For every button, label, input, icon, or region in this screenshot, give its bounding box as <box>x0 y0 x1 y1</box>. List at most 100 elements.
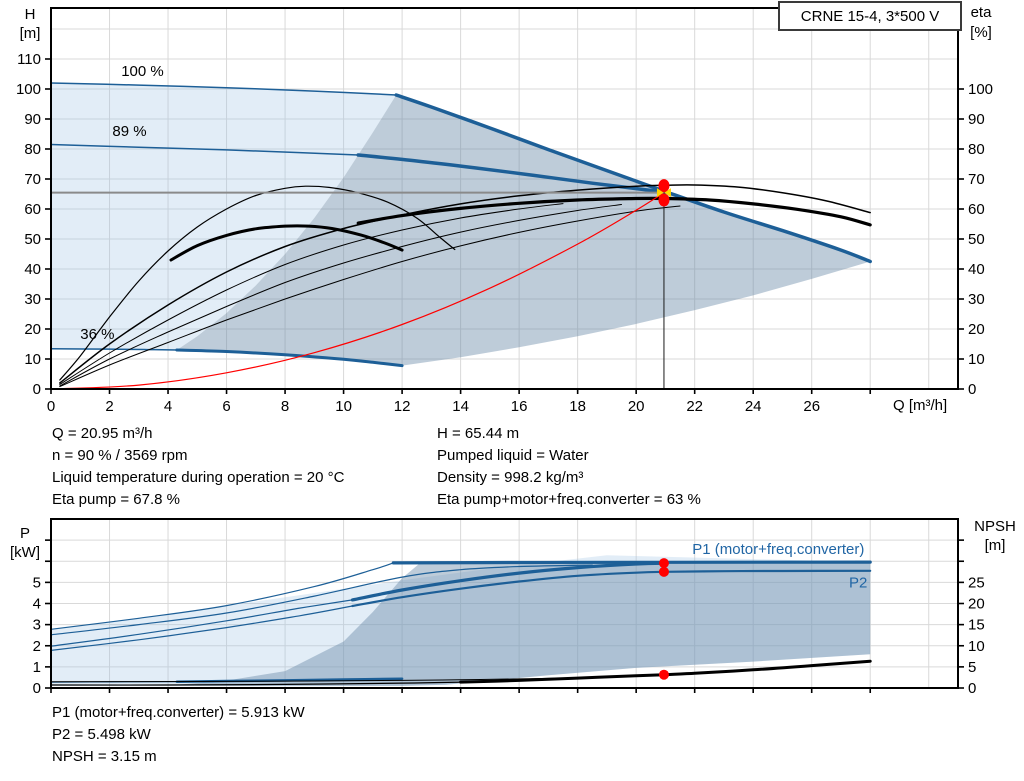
svg-text:10: 10 <box>968 351 985 368</box>
svg-text:NPSH: NPSH <box>974 518 1016 535</box>
svg-text:[%]: [%] <box>970 24 992 41</box>
svg-text:0: 0 <box>968 680 976 697</box>
svg-text:40: 40 <box>968 261 985 278</box>
qh-plot-frame <box>50 7 959 390</box>
svg-text:80: 80 <box>968 141 985 158</box>
svg-text:90: 90 <box>24 111 41 128</box>
p1-100pct-curve <box>50 562 394 630</box>
svg-text:40: 40 <box>24 261 41 278</box>
svg-text:[m]: [m] <box>20 25 41 42</box>
power-envelope-light <box>51 555 871 687</box>
svg-text:15: 15 <box>968 617 985 634</box>
svg-text:Q [m³/h]: Q [m³/h] <box>893 397 947 414</box>
qh-chart: 100 %89 %36 %0 2 4 6 8 10 12 14 16 18 20 22 24 260102… <box>16 4 993 415</box>
duty-point-head <box>656 188 671 198</box>
svg-text:0: 0 <box>33 680 41 697</box>
p1-89pct-curve <box>50 599 353 647</box>
qh-axis-ticks <box>45 58 964 394</box>
svg-text:[m]: [m] <box>985 537 1006 554</box>
pump-curve-36pct-thick <box>175 348 404 368</box>
pq-chart: P1 (motor+freq.converter) P2 0 1 2 3 4 5 0 5 10 15 2… <box>10 518 1016 697</box>
svg-text:16: 16 <box>511 398 528 415</box>
svg-text:0: 0 <box>47 398 55 415</box>
svg-text:10: 10 <box>24 351 41 368</box>
p1-curve-label: P1 (motor+freq.converter) <box>692 541 864 558</box>
eta-fan-3 <box>59 205 681 388</box>
svg-text:3: 3 <box>33 617 41 634</box>
duty-point-eta-total <box>658 193 670 207</box>
svg-text:5: 5 <box>33 574 41 591</box>
pump-model-title-box: CRNE 15-4, 3*500 V <box>778 1 962 31</box>
svg-text:4: 4 <box>164 398 172 415</box>
svg-text:5: 5 <box>968 659 976 676</box>
npsh-aux-curve <box>50 677 564 683</box>
svg-text:30: 30 <box>968 291 985 308</box>
svg-text:12: 12 <box>394 398 411 415</box>
pump-model-title: CRNE 15-4, 3*500 V <box>800 7 940 25</box>
speed-label-89pct: 89 % <box>112 123 146 140</box>
pump-curve-100pct-thin <box>50 82 397 96</box>
svg-text:50: 50 <box>968 231 985 248</box>
svg-text:20: 20 <box>24 321 41 338</box>
system-curve <box>50 192 665 390</box>
p1-result-text: P1 (motor+freq.converter) = 5.913 kW <box>52 704 305 721</box>
svg-text:0: 0 <box>33 381 41 398</box>
svg-text:20: 20 <box>628 398 645 415</box>
npsh-result-text: NPSH = 3.15 m <box>52 748 157 765</box>
duty-head-text: H = 65.44 m <box>437 425 520 442</box>
duty-point-p2 <box>658 566 669 577</box>
p1-duty-curve <box>350 561 667 602</box>
svg-text:110: 110 <box>17 51 41 68</box>
svg-text:8: 8 <box>281 398 289 415</box>
svg-text:22: 22 <box>686 398 703 415</box>
pump-curve-89pct-thick <box>356 153 668 194</box>
eta-total-curve <box>356 196 872 227</box>
duty-point-eta-pump <box>658 179 670 193</box>
liquid-temp-text: Liquid temperature during operation = 20… <box>52 469 345 486</box>
svg-text:0: 0 <box>968 381 976 398</box>
svg-text:10: 10 <box>335 398 352 415</box>
svg-text:90: 90 <box>968 111 985 128</box>
svg-text:14: 14 <box>452 398 469 415</box>
svg-text:25: 25 <box>968 574 985 591</box>
pump-curve-89pct-thin <box>50 143 359 156</box>
svg-text:6: 6 <box>222 398 230 415</box>
duty-point-npsh <box>658 669 669 680</box>
svg-text:70: 70 <box>24 171 41 188</box>
eta-pump-36pct-curve <box>59 185 456 381</box>
p2-89pct-curve <box>50 605 353 651</box>
eta-pump-curve <box>59 184 871 384</box>
svg-text:H: H <box>25 6 36 23</box>
svg-text:24: 24 <box>745 398 762 415</box>
speed-label-100pct: 100 % <box>121 63 164 80</box>
p2-result-text: P2 = 5.498 kW <box>52 726 151 743</box>
max-power-line <box>391 560 872 565</box>
duty-envelope-dark <box>176 95 871 366</box>
qh-tick-labels: 0 2 4 6 8 10 12 14 16 18 20 22 24 2601020304050607080… <box>16 51 993 415</box>
eta-pump-text: Eta pump = 67.8 % <box>52 491 180 508</box>
svg-text:2: 2 <box>33 638 41 655</box>
svg-text:20: 20 <box>968 596 985 613</box>
svg-text:4: 4 <box>33 596 41 613</box>
svg-text:60: 60 <box>968 201 985 218</box>
density-text: Density = 998.2 kg/m³ <box>437 469 584 486</box>
p2-curve-label: P2 <box>849 575 867 592</box>
speed-label-36pct: 36 % <box>80 326 114 343</box>
max-power-limit-curve <box>394 93 872 264</box>
svg-text:80: 80 <box>24 141 41 158</box>
duty-point-p1 <box>658 558 669 569</box>
svg-text:eta: eta <box>971 4 993 21</box>
pq-tick-labels: 0 1 2 3 4 5 0 5 10 15 20 25 <box>33 574 985 697</box>
svg-text:1: 1 <box>33 659 41 676</box>
p2-100pct-curve <box>50 564 593 636</box>
pq-axis-titles: P [kW] NPSH [m] <box>10 518 1016 561</box>
eta-fan-2 <box>59 204 622 387</box>
svg-text:60: 60 <box>24 201 41 218</box>
svg-text:10: 10 <box>968 638 985 655</box>
power-envelope-dark <box>176 562 871 686</box>
svg-text:100: 100 <box>16 81 41 98</box>
svg-text:[kW]: [kW] <box>10 544 40 561</box>
duty-speed-text: n = 90 % / 3569 rpm <box>52 447 188 464</box>
